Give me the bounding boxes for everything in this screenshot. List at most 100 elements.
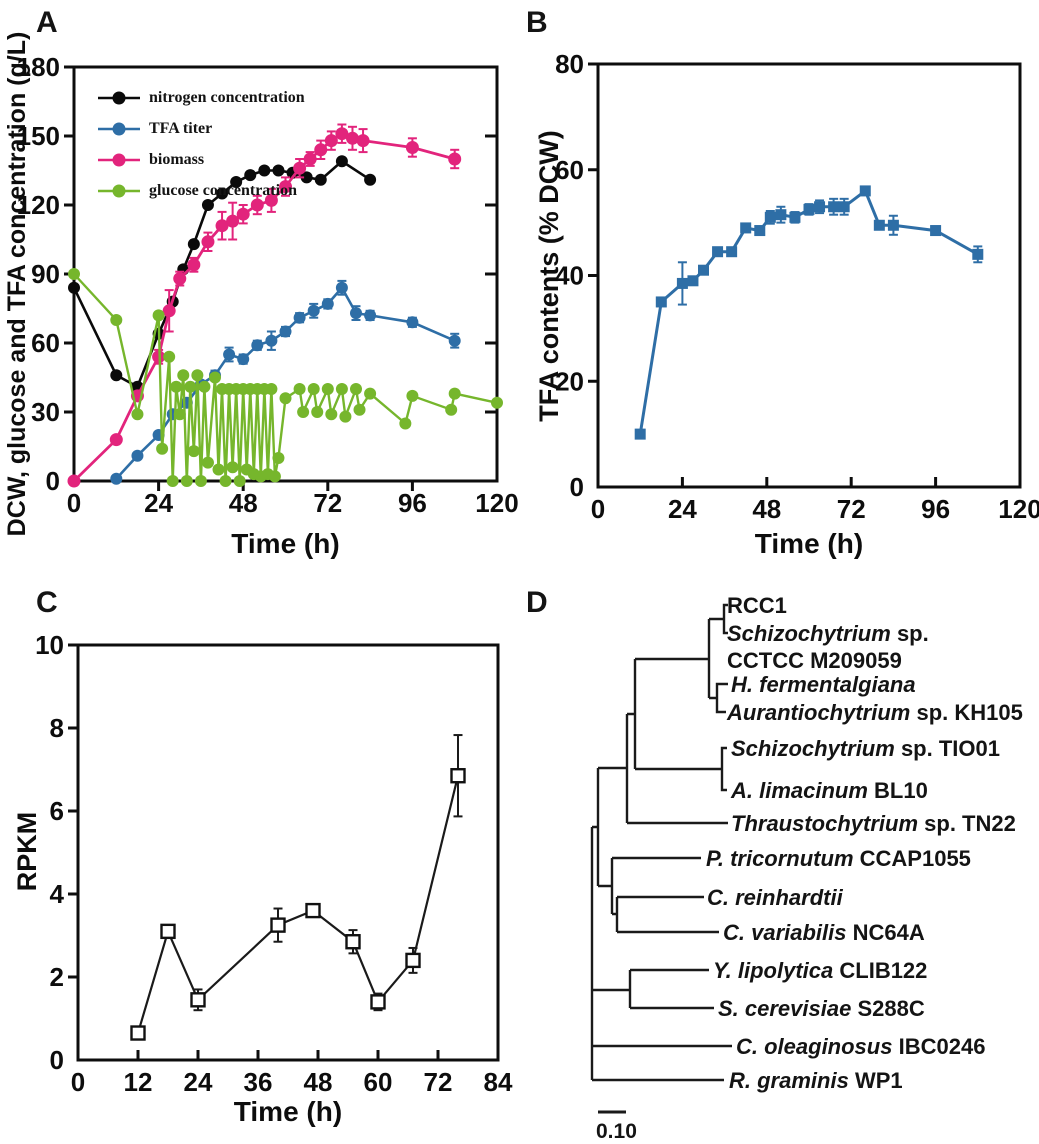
data-point-square xyxy=(726,246,738,258)
series-line xyxy=(638,188,979,435)
data-point-circle xyxy=(166,475,179,487)
chart-panel-b: 0 24 48 72 96 120 0 20 40 60 80 xyxy=(555,49,1039,524)
legend-label: glucose concentration xyxy=(149,181,297,199)
legend: nitrogen concentration TFA titer biomass gl… xyxy=(96,82,305,206)
data-point-circle xyxy=(264,193,278,207)
x-tick-label: 72 xyxy=(424,1067,453,1097)
tree-taxon-s-cerevisiae: S. cerevisiae S288C xyxy=(718,996,925,1021)
data-point-circle xyxy=(265,383,278,395)
data-point-circle xyxy=(448,334,461,347)
data-point-square xyxy=(838,201,850,213)
y-tick-label: 60 xyxy=(555,155,584,185)
data-point-circle xyxy=(265,334,278,347)
tree-taxon-r-graminis: R. graminis WP1 xyxy=(729,1068,903,1093)
data-point-circle xyxy=(236,207,250,221)
data-point-circle xyxy=(307,304,320,317)
data-point-open-square xyxy=(405,952,421,969)
legend-marker-icon xyxy=(98,184,140,197)
data-point-square xyxy=(814,201,826,213)
x-tick-label: 120 xyxy=(475,488,518,518)
data-point-circle xyxy=(293,383,306,395)
data-point-circle xyxy=(258,164,271,177)
data-point-circle xyxy=(279,325,292,338)
x-tick-label: 48 xyxy=(752,494,781,524)
data-point-open-square xyxy=(305,902,321,919)
tree-taxon-rcc1: RCC1 xyxy=(727,593,787,618)
data-point-circle xyxy=(406,316,419,329)
data-point-circle xyxy=(307,383,320,395)
data-point-circle xyxy=(110,369,123,382)
x-tick-label: 72 xyxy=(837,494,866,524)
x-tick-label: 60 xyxy=(364,1067,393,1097)
plot-frame xyxy=(76,643,500,1062)
data-point-circle xyxy=(173,408,186,421)
panel-c-letter: C xyxy=(36,586,58,619)
data-point-circle xyxy=(215,219,229,233)
y-tick-label: 40 xyxy=(555,261,584,291)
data-point-circle xyxy=(187,238,200,251)
data-point-circle xyxy=(184,380,197,393)
data-point-square xyxy=(655,296,667,308)
data-point-circle xyxy=(201,199,214,211)
x-tick-label: 0 xyxy=(591,494,605,524)
x-tick-label: 120 xyxy=(998,494,1039,524)
data-point-circle xyxy=(152,309,165,322)
data-point-circle xyxy=(321,383,334,395)
data-point-circle xyxy=(491,396,503,409)
data-point-square xyxy=(859,185,871,197)
data-point-circle xyxy=(314,173,327,186)
y-tick-label: 60 xyxy=(31,328,60,358)
panel-b-x-axis-title: Time (h) xyxy=(754,528,864,559)
data-point-circle xyxy=(325,408,338,421)
data-point-circle xyxy=(163,350,176,363)
data-point-circle xyxy=(244,169,257,182)
y-tick-label: 80 xyxy=(555,49,584,79)
data-point-open-square xyxy=(190,992,206,1008)
x-tick-label: 24 xyxy=(144,488,173,518)
data-point-circle xyxy=(226,461,239,474)
data-point-circle xyxy=(68,281,80,294)
data-point-circle xyxy=(180,475,193,487)
legend-label: nitrogen concentration xyxy=(149,88,305,106)
data-point-open-square xyxy=(130,1025,146,1041)
data-point-circle xyxy=(187,258,201,272)
data-point-circle xyxy=(335,383,348,395)
data-point-circle xyxy=(201,456,214,469)
data-point-circle xyxy=(335,127,349,141)
data-point-circle xyxy=(177,369,190,382)
series-glucose-concentration xyxy=(68,268,503,487)
data-point-circle xyxy=(250,198,264,212)
data-point-circle xyxy=(300,171,313,184)
data-point-circle xyxy=(212,463,225,476)
x-tick-label: 96 xyxy=(398,488,427,518)
data-point-circle xyxy=(198,380,211,393)
data-point-circle xyxy=(68,268,80,280)
data-point-square xyxy=(676,277,688,289)
data-point-circle xyxy=(131,449,144,462)
tree-taxon-h-fermentalgiana: H. fermentalgiana xyxy=(731,672,916,697)
series-line xyxy=(136,775,460,1034)
data-point-square xyxy=(789,211,801,223)
y-tick-label: 2 xyxy=(50,962,64,992)
series-biomass xyxy=(67,123,462,488)
x-tick-label: 0 xyxy=(67,488,81,518)
x-tick-label: 0 xyxy=(71,1067,85,1097)
data-point-circle xyxy=(364,387,377,400)
data-point-circle xyxy=(230,176,243,188)
x-tick-label: 24 xyxy=(668,494,697,524)
phylogenetic-tree-panel-d xyxy=(590,603,732,1114)
y-tick-label: 0 xyxy=(50,1045,64,1075)
data-point-circle xyxy=(406,389,419,402)
data-point-circle xyxy=(303,152,317,166)
tree-taxon-y-lipolytica: Y. lipolytica CLIB122 xyxy=(713,958,928,983)
x-tick-label: 36 xyxy=(244,1067,273,1097)
data-point-open-square xyxy=(450,768,466,784)
series-tfa-content xyxy=(634,185,984,440)
y-tick-label: 30 xyxy=(31,397,60,427)
data-point-circle xyxy=(279,180,292,194)
data-point-circle xyxy=(293,311,306,324)
data-point-circle xyxy=(187,445,200,458)
y-tick-label: 90 xyxy=(31,259,60,289)
axes: 0 24 48 72 96 120 0 20 40 60 80 xyxy=(555,49,1039,524)
data-point-circle xyxy=(279,392,292,405)
